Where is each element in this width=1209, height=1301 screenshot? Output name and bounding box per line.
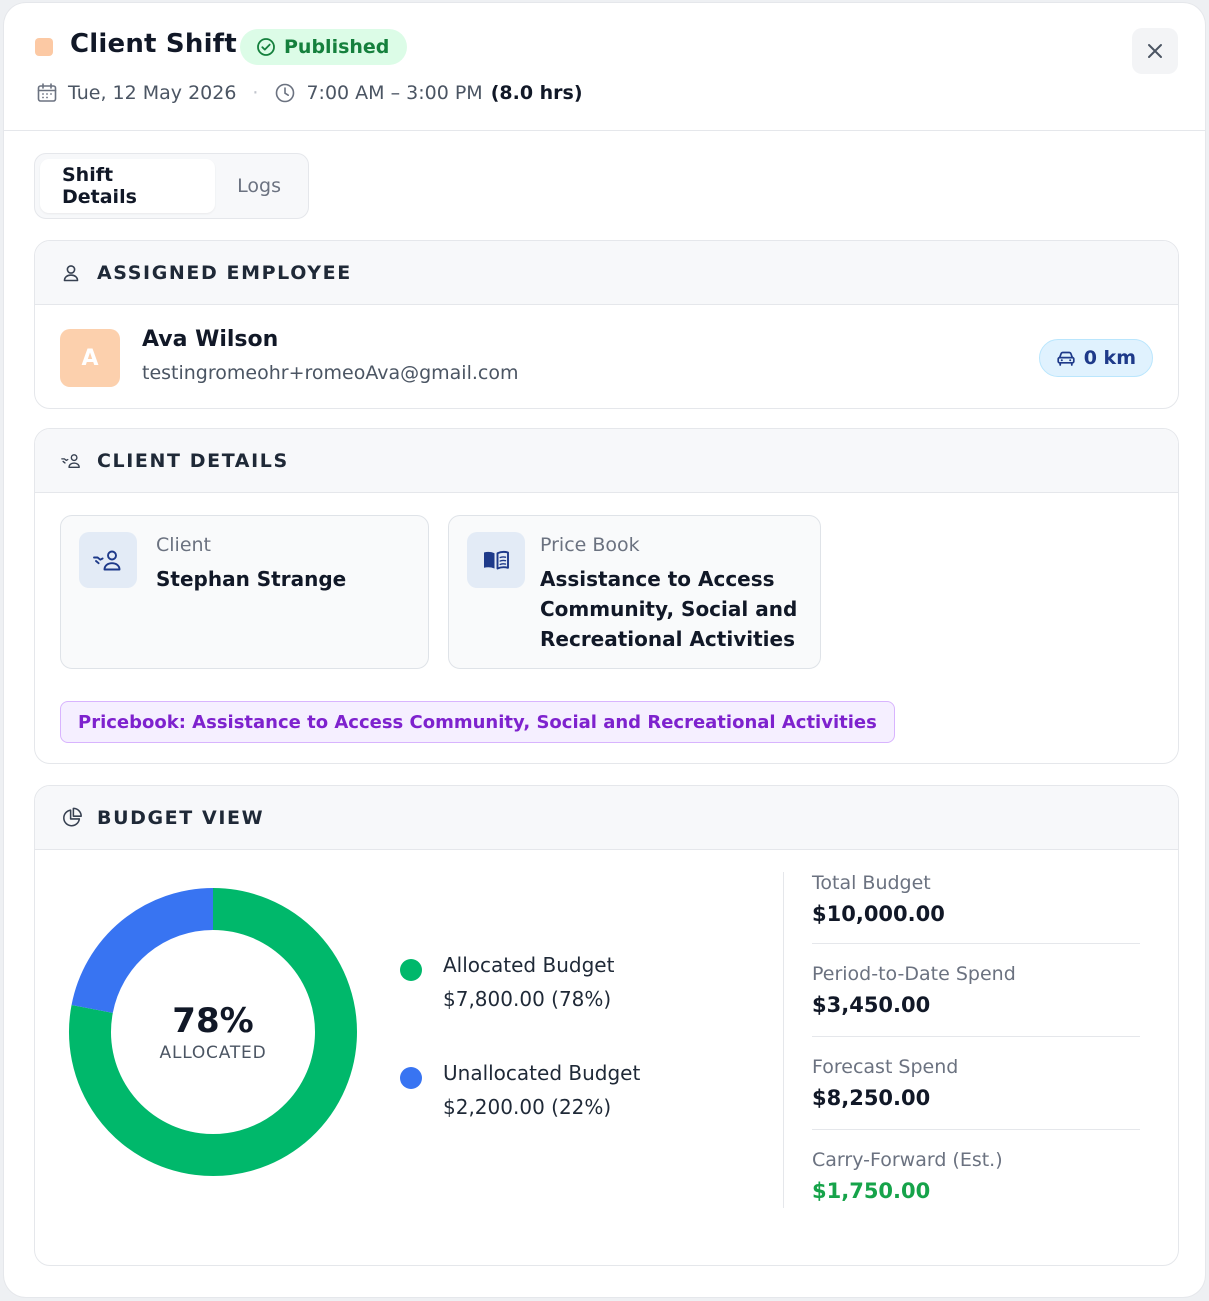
pricebook-label: Price Book [540, 534, 640, 556]
distance-value: 0 km [1083, 347, 1136, 369]
stat-forecast-label: Forecast Spend [812, 1056, 959, 1078]
close-button[interactable] [1132, 28, 1178, 74]
legend-allocated-value: $7,800.00 (78%) [443, 987, 612, 1011]
budget-view-header: BUDGET VIEW [35, 786, 1178, 850]
user-icon [61, 263, 83, 283]
donut-center: 78% ALLOCATED [67, 886, 359, 1178]
modal-title: Client Shift [70, 29, 237, 59]
assigned-employee-heading: ASSIGNED EMPLOYEE [97, 261, 352, 284]
shift-time: 7:00 AM – 3:00 PM [306, 82, 483, 104]
legend-unallocated-value: $2,200.00 (22%) [443, 1095, 612, 1119]
pricebook-tag: Pricebook: Assistance to Access Communit… [60, 701, 895, 743]
client-name: Stephan Strange [156, 567, 347, 591]
budget-view-card: BUDGET VIEW 78% ALLOCATED Allocated Budg… [34, 785, 1179, 1266]
stat-total-budget: Total Budget $10,000.00 [812, 872, 1140, 926]
stat-divider [812, 1036, 1140, 1037]
stat-forecast-spend: Forecast Spend $8,250.00 [812, 1056, 1140, 1110]
client-details-header: CLIENT DETAILS [35, 429, 1178, 493]
clock-icon [274, 82, 296, 104]
check-circle-icon [256, 37, 276, 57]
client-details-heading: CLIENT DETAILS [97, 449, 289, 472]
calendar-icon [36, 82, 58, 104]
stat-period-to-date-spend: Period-to-Date Spend $3,450.00 [812, 963, 1140, 1017]
client-icon [92, 548, 124, 572]
shift-meta: Tue, 12 May 2026 · 7:00 AM – 3:00 PM (8.… [36, 79, 583, 107]
donut-center-label: ALLOCATED [159, 1043, 267, 1063]
stat-divider [812, 943, 1140, 944]
status-badge: Published [240, 29, 408, 65]
client-icon-tile [79, 532, 137, 588]
close-icon [1145, 41, 1165, 61]
car-icon [1056, 349, 1076, 367]
meta-separator: · [252, 82, 259, 104]
budget-stats: Total Budget $10,000.00 Period-to-Date S… [783, 872, 1140, 1208]
shift-date: Tue, 12 May 2026 [68, 82, 237, 104]
client-info-box: Client Stephan Strange [60, 515, 429, 669]
donut-svg [69, 888, 357, 1176]
client-label: Client [156, 534, 212, 556]
shift-hours: (8.0 hrs) [490, 82, 583, 104]
employee-email: testingromeohr+romeoAva@gmail.com [142, 362, 519, 384]
stat-total-budget-label: Total Budget [812, 872, 931, 894]
assigned-employee-header: ASSIGNED EMPLOYEE [35, 241, 1178, 305]
stat-carry-forward-value: $1,750.00 [812, 1179, 931, 1203]
tab-bar: Shift Details Logs [34, 153, 309, 219]
stat-forecast-value: $8,250.00 [812, 1086, 931, 1110]
client-details-card: CLIENT DETAILS Client Stephan Strange Pr… [34, 428, 1179, 764]
shift-color-tag [35, 38, 53, 56]
stat-ptd-label: Period-to-Date Spend [812, 963, 1016, 985]
legend-unallocated-name: Unallocated Budget [443, 1061, 641, 1085]
pricebook-name: Assistance to Access Community, Social a… [540, 567, 798, 651]
client-shift-modal: Client Shift Published Tue, 12 May 2026 … [4, 3, 1205, 1297]
status-badge-label: Published [284, 36, 390, 58]
avatar: A [60, 329, 120, 387]
stat-divider [812, 1129, 1140, 1130]
donut-slice-allocated [69, 888, 357, 1176]
budget-view-heading: BUDGET VIEW [97, 806, 265, 829]
stat-ptd-value: $3,450.00 [812, 993, 931, 1017]
legend-allocated-name: Allocated Budget [443, 953, 615, 977]
stat-carry-forward: Carry-Forward (Est.) $1,750.00 [812, 1149, 1140, 1203]
stat-total-budget-value: $10,000.00 [812, 902, 945, 926]
legend-allocated-swatch [400, 959, 422, 981]
pie-chart-icon [61, 806, 83, 830]
legend-unallocated-swatch [400, 1067, 422, 1089]
pricebook-info-box: Price Book Assistance to Access Communit… [448, 515, 821, 669]
modal-header: Client Shift Published Tue, 12 May 2026 … [4, 3, 1205, 131]
donut-percentage: 78% [172, 1001, 254, 1041]
employee-name: Ava Wilson [142, 327, 279, 352]
assigned-employee-card: ASSIGNED EMPLOYEE A Ava Wilson testingro… [34, 240, 1179, 409]
donut-slice-unallocated [71, 888, 214, 1014]
distance-badge: 0 km [1038, 339, 1153, 377]
book-icon [482, 548, 510, 572]
tab-shift-details[interactable]: Shift Details [40, 159, 216, 213]
pricebook-icon-tile [467, 532, 525, 588]
tab-logs[interactable]: Logs [237, 175, 281, 197]
stat-carry-forward-label: Carry-Forward (Est.) [812, 1149, 1003, 1171]
budget-donut-chart: 78% ALLOCATED [67, 886, 359, 1178]
client-handshake-icon [61, 451, 83, 471]
